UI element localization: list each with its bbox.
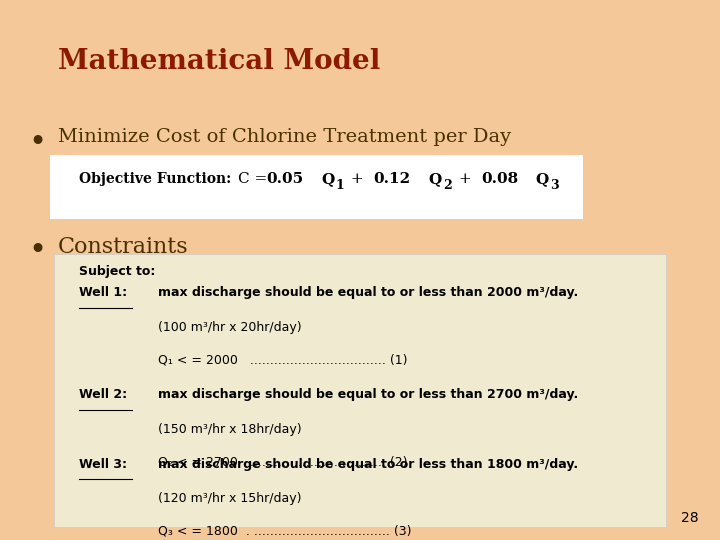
Text: Q: Q xyxy=(536,172,549,186)
FancyBboxPatch shape xyxy=(50,155,583,219)
Text: 28: 28 xyxy=(681,511,698,524)
Text: +: + xyxy=(346,172,369,186)
Text: 0.12: 0.12 xyxy=(374,172,411,186)
Text: 3: 3 xyxy=(550,179,559,192)
Text: Constraints: Constraints xyxy=(58,235,188,258)
Text: Minimize Cost of Chlorine Treatment per Day: Minimize Cost of Chlorine Treatment per … xyxy=(58,129,510,146)
Text: +: + xyxy=(454,172,476,186)
Text: max discharge should be equal to or less than 2000 m³/day.: max discharge should be equal to or less… xyxy=(158,286,579,299)
Text: (120 m³/hr x 15hr/day): (120 m³/hr x 15hr/day) xyxy=(158,492,302,505)
Text: 0.08: 0.08 xyxy=(481,172,518,186)
Text: Q: Q xyxy=(428,172,441,186)
Text: Well 1:: Well 1: xyxy=(79,286,127,299)
Text: Q₂ < = 2700   .................................. (2): Q₂ < = 2700 ............................… xyxy=(158,455,408,468)
Text: Mathematical Model: Mathematical Model xyxy=(58,48,380,75)
Text: •: • xyxy=(29,235,47,267)
Text: Objective Function:: Objective Function: xyxy=(79,172,231,186)
Text: Q₃ < = 1800  . .................................. (3): Q₃ < = 1800 . ..........................… xyxy=(158,524,412,538)
Text: •: • xyxy=(29,129,47,159)
Text: max discharge should be equal to or less than 2700 m³/day.: max discharge should be equal to or less… xyxy=(158,388,579,401)
Text: 1: 1 xyxy=(336,179,344,192)
Text: Subject to:: Subject to: xyxy=(79,265,156,278)
Text: Q₁ < = 2000   .................................. (1): Q₁ < = 2000 ............................… xyxy=(158,353,408,366)
Text: 0.05: 0.05 xyxy=(266,172,304,186)
Text: 2: 2 xyxy=(443,179,451,192)
Text: Q: Q xyxy=(321,172,334,186)
Text: Well 2:: Well 2: xyxy=(79,388,127,401)
Text: max discharge should be equal to or less than 1800 m³/day.: max discharge should be equal to or less… xyxy=(158,458,579,471)
Text: C =: C = xyxy=(238,172,271,186)
Text: (150 m³/hr x 18hr/day): (150 m³/hr x 18hr/day) xyxy=(158,423,302,436)
Text: (100 m³/hr x 20hr/day): (100 m³/hr x 20hr/day) xyxy=(158,321,302,334)
FancyBboxPatch shape xyxy=(54,254,666,527)
Text: Well 3:: Well 3: xyxy=(79,458,127,471)
